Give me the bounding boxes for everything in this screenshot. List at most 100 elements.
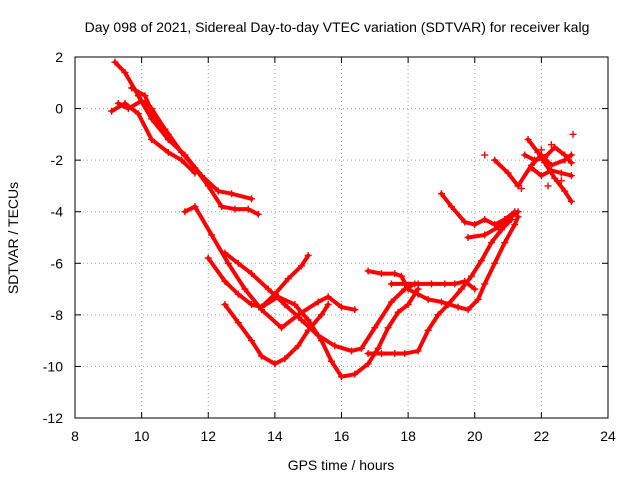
point-arc-8 [234, 319, 242, 327]
point-arc-15 [567, 151, 575, 159]
chart-title: Day 098 of 2021, Sidereal Day-to-day VTE… [85, 19, 590, 35]
point-arc-1 [111, 58, 119, 66]
point-arc-3 [134, 110, 142, 118]
point-arc-4 [128, 84, 136, 92]
x-tick-label: 20 [467, 428, 483, 444]
point-arc-9 [291, 301, 299, 309]
point-arc-13 [447, 203, 455, 211]
point-arc-14 [504, 215, 512, 223]
point-arc-18 [561, 151, 569, 159]
point-arc-12 [451, 280, 459, 288]
point-arc-8 [318, 311, 326, 319]
y-tick-label: -10 [43, 358, 63, 374]
point-arc-7 [314, 331, 322, 339]
point-arc-11 [467, 272, 475, 280]
point-arc-9 [394, 308, 402, 316]
point-isolated [537, 146, 545, 154]
point-arc-3 [178, 156, 186, 164]
point-arc-14 [481, 231, 489, 239]
point-arc-3 [148, 136, 156, 144]
point-arc-12 [471, 285, 479, 293]
point-arc-7 [221, 249, 229, 257]
point-arc-11 [401, 350, 409, 358]
y-tick-label: -12 [43, 410, 63, 426]
point-isolated [517, 185, 525, 193]
point-arc-9 [384, 324, 392, 332]
point-arc-7 [387, 298, 395, 306]
point-arc-2 [124, 105, 132, 113]
point-arc-11 [434, 311, 442, 319]
point-isolated [547, 141, 555, 149]
point-arc-9 [374, 344, 382, 352]
x-axis-label: GPS time / hours [288, 457, 395, 473]
point-arc-9 [304, 316, 312, 324]
point-arc-8 [221, 301, 229, 309]
y-axis-label: SDTVAR / TECUs [5, 182, 21, 294]
x-tick-label: 18 [400, 428, 416, 444]
point-arc-6 [304, 252, 312, 260]
point-arc-16 [551, 174, 559, 182]
point-arc-1 [198, 172, 206, 180]
point-arc-8 [248, 337, 256, 345]
point-arc-7 [357, 344, 365, 352]
point-arc-10 [511, 221, 519, 229]
series-arc-8 [222, 302, 331, 366]
point-arc-5 [241, 285, 249, 293]
point-arc-12 [387, 280, 395, 288]
point-arc-3 [191, 169, 199, 177]
y-tick-label: -6 [51, 255, 64, 271]
point-arc-11 [487, 239, 495, 247]
point-arc-16 [567, 197, 575, 205]
point-arc-10 [404, 285, 412, 293]
series-arc-5 [182, 204, 357, 330]
point-arc-13 [481, 215, 489, 223]
point-arc-11 [477, 257, 485, 265]
point-arc-10 [414, 290, 422, 298]
point-arc-12 [461, 277, 469, 285]
point-arc-14 [464, 234, 472, 241]
y-tick-label: -4 [51, 204, 64, 220]
point-arc-8 [304, 326, 312, 334]
point-arc-1 [134, 92, 142, 100]
point-arc-11 [391, 350, 399, 358]
point-arc-8 [324, 301, 332, 309]
point-arc-10 [474, 295, 482, 303]
point-arc-8 [281, 355, 289, 363]
point-arc-7 [234, 259, 242, 267]
point-arc-2 [244, 205, 252, 213]
point-arc-17 [537, 172, 545, 180]
point-arc-2 [114, 99, 122, 107]
point-arc-13 [437, 190, 445, 198]
point-arc-10 [377, 270, 385, 278]
point-arc-3 [121, 99, 129, 107]
point-arc-18 [541, 154, 549, 162]
point-arc-5 [278, 324, 286, 332]
point-arc-14 [514, 208, 522, 216]
y-tick-label: 0 [55, 101, 63, 117]
point-arc-9 [351, 370, 359, 378]
series-arc-7 [222, 250, 417, 353]
point-arc-2 [138, 97, 146, 105]
point-arc-10 [464, 306, 472, 314]
point-arc-7 [298, 316, 306, 324]
point-arc-4 [151, 115, 159, 123]
point-arc-5 [191, 203, 199, 211]
point-arc-9 [404, 301, 412, 309]
point-arc-9 [338, 373, 345, 381]
point-arc-6 [204, 254, 212, 262]
x-tick-label: 14 [267, 428, 283, 444]
point-arc-5 [351, 306, 359, 314]
point-arc-18 [567, 159, 575, 167]
point-arc-7 [371, 324, 379, 332]
point-arc-2 [161, 125, 169, 133]
data-markers [108, 58, 577, 381]
point-arc-1 [248, 195, 256, 203]
point-arc-9 [258, 303, 266, 311]
point-arc-7 [347, 347, 355, 355]
point-arc-5 [181, 208, 189, 216]
point-arc-15 [491, 156, 499, 164]
point-arc-17 [557, 169, 565, 177]
point-arc-3 [108, 107, 116, 115]
point-arc-17 [527, 164, 535, 172]
point-arc-10 [481, 280, 489, 288]
